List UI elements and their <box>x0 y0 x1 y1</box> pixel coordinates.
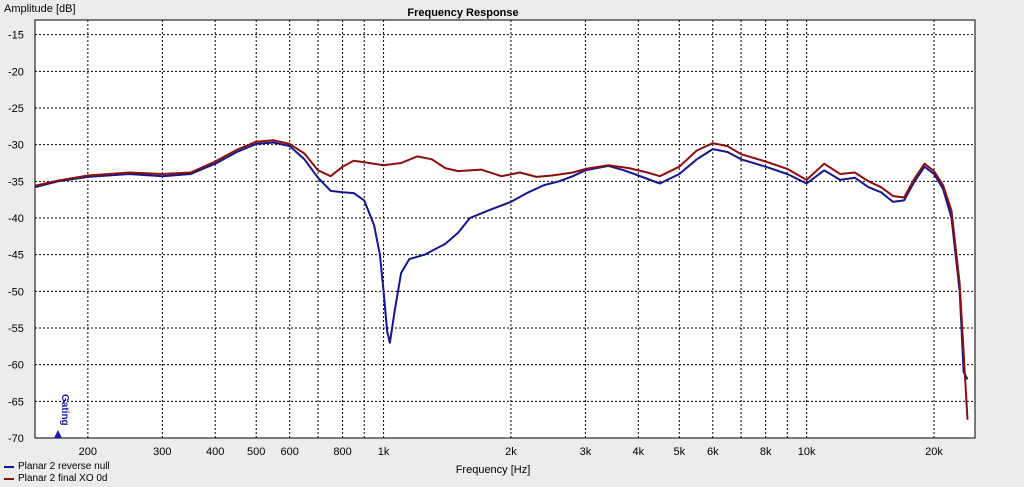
x-tick-labels: 200 300 400 500 600 800 1k 2k 3k 4k 5k 6k 8k 10k 20k <box>79 446 944 458</box>
legend-swatch-final-xo <box>4 478 14 480</box>
plot-area <box>35 20 975 438</box>
x-tick-label: 300 <box>153 446 171 458</box>
legend: Planar 2 reverse null Planar 2 final XO … <box>4 461 110 485</box>
y-tick-label: -15 <box>8 30 24 42</box>
y-tick-labels: -15 -20 -25 -30 -35 -40 -45 -50 -55 -60 -65 -70 <box>8 30 24 445</box>
chart-title: Frequency Response <box>407 7 518 19</box>
x-tick-label: 8k <box>760 446 772 458</box>
y-axis-label: Amplitude [dB] <box>4 3 76 15</box>
y-tick-label: -65 <box>8 396 24 408</box>
x-tick-label: 2k <box>505 446 517 458</box>
gating-label: Gating <box>59 394 70 426</box>
x-tick-label: 800 <box>333 446 351 458</box>
y-tick-label: -40 <box>8 213 24 225</box>
y-tick-label: -30 <box>8 140 24 152</box>
x-tick-label: 20k <box>925 446 943 458</box>
grid-lines <box>35 20 975 439</box>
gating-marker: Gating <box>53 394 70 438</box>
y-tick-label: -70 <box>8 433 24 445</box>
y-tick-label: -60 <box>8 360 24 372</box>
y-tick-label: -25 <box>8 103 24 115</box>
x-tick-label: 4k <box>632 446 644 458</box>
x-tick-label: 6k <box>707 446 719 458</box>
x-tick-label: 200 <box>79 446 97 458</box>
x-tick-label: 500 <box>247 446 265 458</box>
x-tick-label: 3k <box>580 446 592 458</box>
x-tick-label: 600 <box>281 446 299 458</box>
legend-label-final-xo: Planar 2 final XO 0d <box>18 473 108 484</box>
y-tick-label: -50 <box>8 286 24 298</box>
legend-swatch-reverse-null <box>4 466 14 468</box>
legend-label-reverse-null: Planar 2 reverse null <box>18 461 110 472</box>
y-tick-label: -35 <box>8 176 24 188</box>
x-tick-label: 10k <box>798 446 816 458</box>
y-tick-label: -55 <box>8 323 24 335</box>
series-lines <box>34 139 969 420</box>
x-tick-label: 400 <box>206 446 224 458</box>
gating-arrow <box>53 430 62 438</box>
x-tick-label: 5k <box>673 446 685 458</box>
legend-item-reverse-null: Planar 2 reverse null <box>4 461 110 473</box>
x-tick-label: 1k <box>378 446 390 458</box>
series-line-1 <box>34 141 969 380</box>
y-tick-label: -20 <box>8 66 24 78</box>
series-line-2 <box>34 139 969 420</box>
legend-item-final-xo: Planar 2 final XO 0d <box>4 473 110 485</box>
x-axis-label: Frequency [Hz] <box>456 464 531 476</box>
plot-border <box>34 19 976 439</box>
y-tick-label: -45 <box>8 250 24 262</box>
